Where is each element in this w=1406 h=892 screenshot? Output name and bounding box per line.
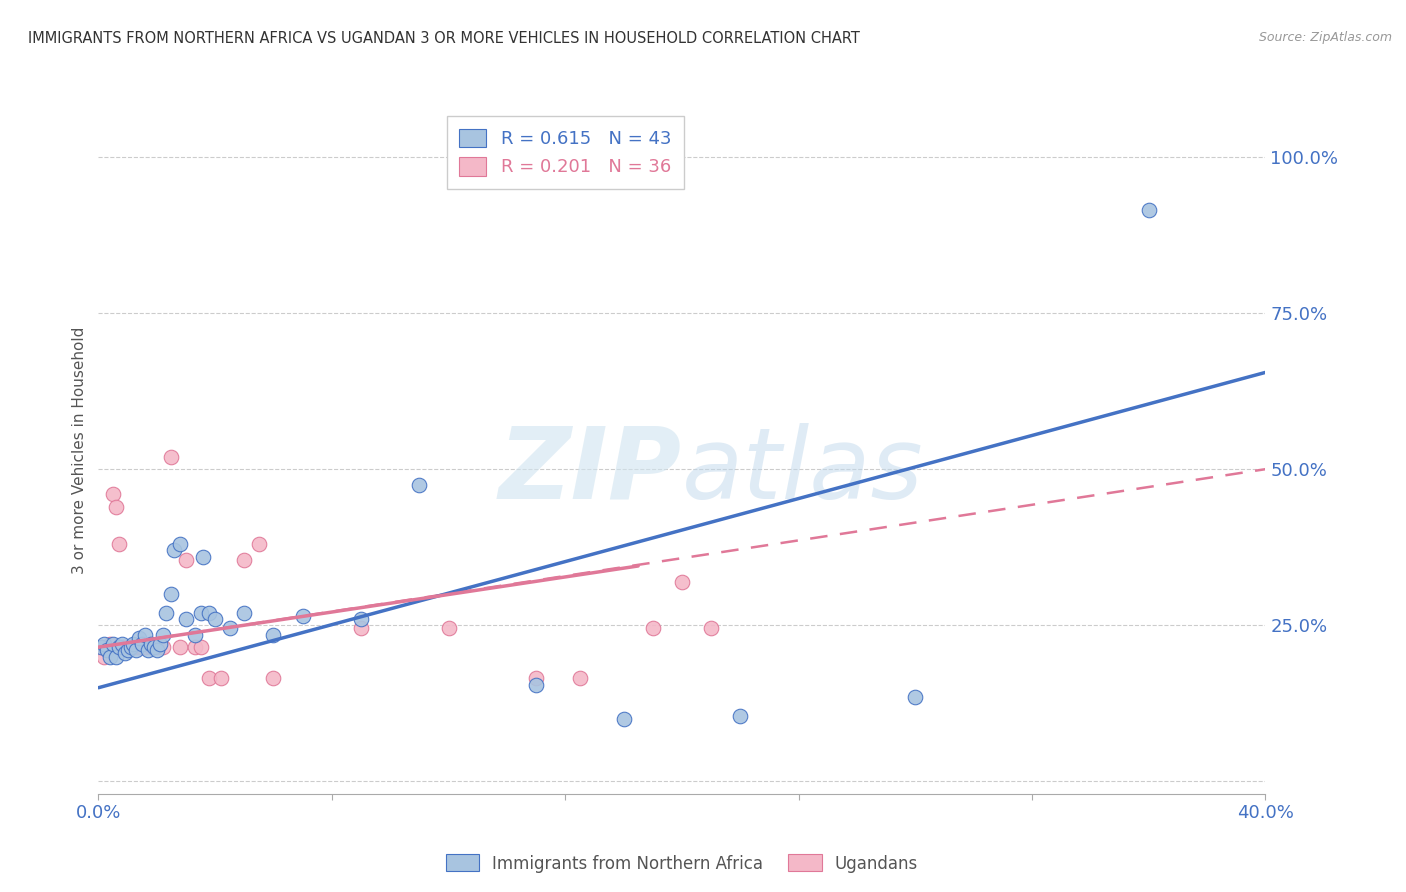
Point [146,640,169,655]
Point [174,552,197,567]
Point [104,649,127,664]
Point [641,622,664,636]
Point [111,637,134,651]
Point [568,671,591,685]
Point [142,640,165,655]
Point [233,552,256,567]
Point [233,606,256,620]
Point [193,549,215,564]
Point [120,640,142,655]
Point [155,606,177,620]
Point [152,640,174,655]
Point [437,622,460,636]
Point [730,708,752,723]
Point [524,671,547,685]
Point [204,612,226,626]
Point [1137,203,1160,218]
Point [190,640,212,655]
Point [169,537,191,551]
Point [101,487,124,501]
Point [262,628,284,642]
Text: ZIP: ZIP [499,423,682,519]
Point [160,450,183,464]
Point [183,628,205,642]
Point [524,678,547,692]
Point [198,606,221,620]
Legend: R = 0.615   N = 43, R = 0.201   N = 36: R = 0.615 N = 43, R = 0.201 N = 36 [447,116,683,189]
Point [174,612,197,626]
Point [134,628,156,642]
Point [152,628,174,642]
Point [117,640,139,655]
Point [98,649,121,664]
Text: Source: ZipAtlas.com: Source: ZipAtlas.com [1258,31,1392,45]
Point [114,640,136,655]
Point [93,637,115,651]
Point [612,712,634,726]
Point [96,640,118,655]
Point [163,543,186,558]
Point [350,612,373,626]
Point [131,640,153,655]
Point [104,500,127,514]
Point [139,640,162,655]
Point [247,537,270,551]
Point [114,646,136,660]
Point [96,643,118,657]
Point [134,640,156,655]
Point [111,640,134,655]
Point [122,640,145,655]
Point [93,649,115,664]
Point [98,637,121,651]
Point [262,671,284,685]
Point [209,671,232,685]
Text: IMMIGRANTS FROM NORTHERN AFRICA VS UGANDAN 3 OR MORE VEHICLES IN HOUSEHOLD CORRE: IMMIGRANTS FROM NORTHERN AFRICA VS UGAND… [28,31,860,46]
Point [218,622,240,636]
Point [198,671,221,685]
Point [128,640,150,655]
Point [125,640,148,655]
Point [90,640,112,655]
Text: atlas: atlas [682,423,924,519]
Point [101,637,124,651]
Point [131,637,153,651]
Point [904,690,927,705]
Point [408,478,430,492]
Point [117,643,139,657]
Point [136,643,159,657]
Legend: Immigrants from Northern Africa, Ugandans: Immigrants from Northern Africa, Ugandan… [439,847,925,880]
Point [160,587,183,601]
Point [128,631,150,645]
Point [146,643,169,657]
Y-axis label: 3 or more Vehicles in Household: 3 or more Vehicles in Household [72,326,87,574]
Point [108,640,131,655]
Point [90,640,112,655]
Point [125,643,148,657]
Point [700,622,723,636]
Point [350,622,373,636]
Point [149,637,172,651]
Point [108,537,131,551]
Point [120,640,142,655]
Point [139,637,162,651]
Point [169,640,191,655]
Point [122,637,145,651]
Point [183,640,205,655]
Point [291,608,314,623]
Point [671,574,693,589]
Point [190,606,212,620]
